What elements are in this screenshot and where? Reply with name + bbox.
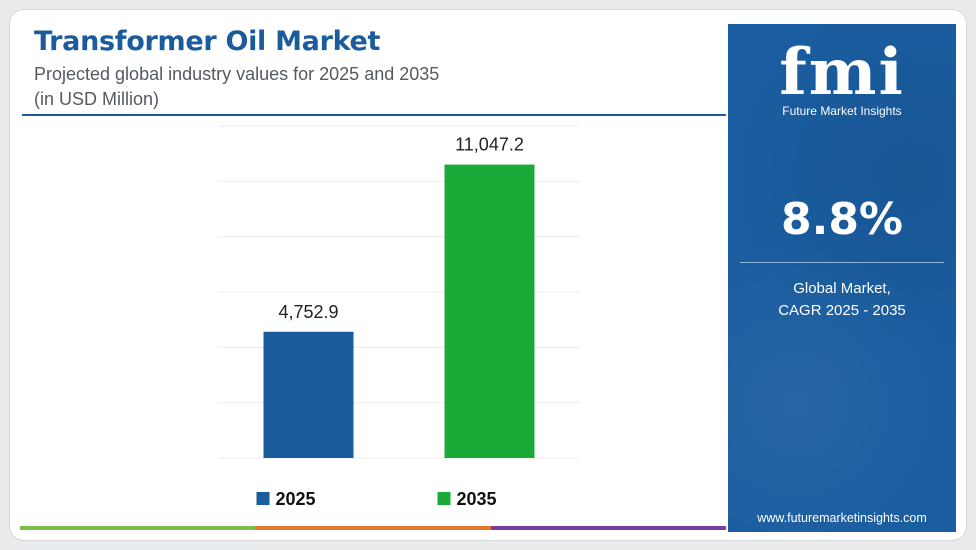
cagr-label-line2: CAGR 2025 - 2035 (778, 302, 906, 319)
chart-unit: (in USD Million) (34, 89, 160, 109)
chart-title: Transformer Oil Market (34, 26, 381, 57)
bottom-bar-orange (255, 526, 491, 530)
bottom-bar-purple (490, 526, 726, 530)
infographic-card: Transformer Oil Market Projected global … (10, 10, 966, 540)
data-label-2025: 4,752.9 (278, 302, 338, 322)
legend-label-2025: 2025 (276, 489, 316, 509)
legend-swatch-2035 (437, 492, 451, 505)
cagr-label-line1: Global Market, (793, 280, 891, 297)
sidebar-panel: fmi Future Market Insights 8.8% Global M… (728, 24, 956, 532)
legend: 2025 2035 (256, 489, 497, 509)
bar-2035 (444, 164, 535, 458)
sidebar-divider (740, 262, 944, 263)
bar-chart: 4,752.9 11,047.2 2025 2035 (218, 125, 580, 509)
fmi-logo: fmi Future Market Insights (728, 38, 956, 128)
legend-swatch-2025 (256, 492, 270, 505)
logo-text: fmi (779, 35, 905, 110)
title-divider (22, 114, 726, 116)
logo-tagline: Future Market Insights (782, 104, 902, 118)
legend-label-2035: 2035 (457, 489, 497, 509)
bottom-bar-green (20, 526, 256, 530)
chart-subtitle: Projected global industry values for 202… (34, 64, 440, 84)
website-link[interactable]: www.futuremarketinsights.com (757, 511, 927, 525)
cagr-label: Global Market, CAGR 2025 - 2035 (728, 278, 956, 322)
bar-2025 (263, 331, 354, 458)
bottom-color-bar (20, 526, 726, 530)
data-label-2035: 11,047.2 (455, 135, 524, 155)
cagr-value: 8.8% (780, 194, 904, 245)
